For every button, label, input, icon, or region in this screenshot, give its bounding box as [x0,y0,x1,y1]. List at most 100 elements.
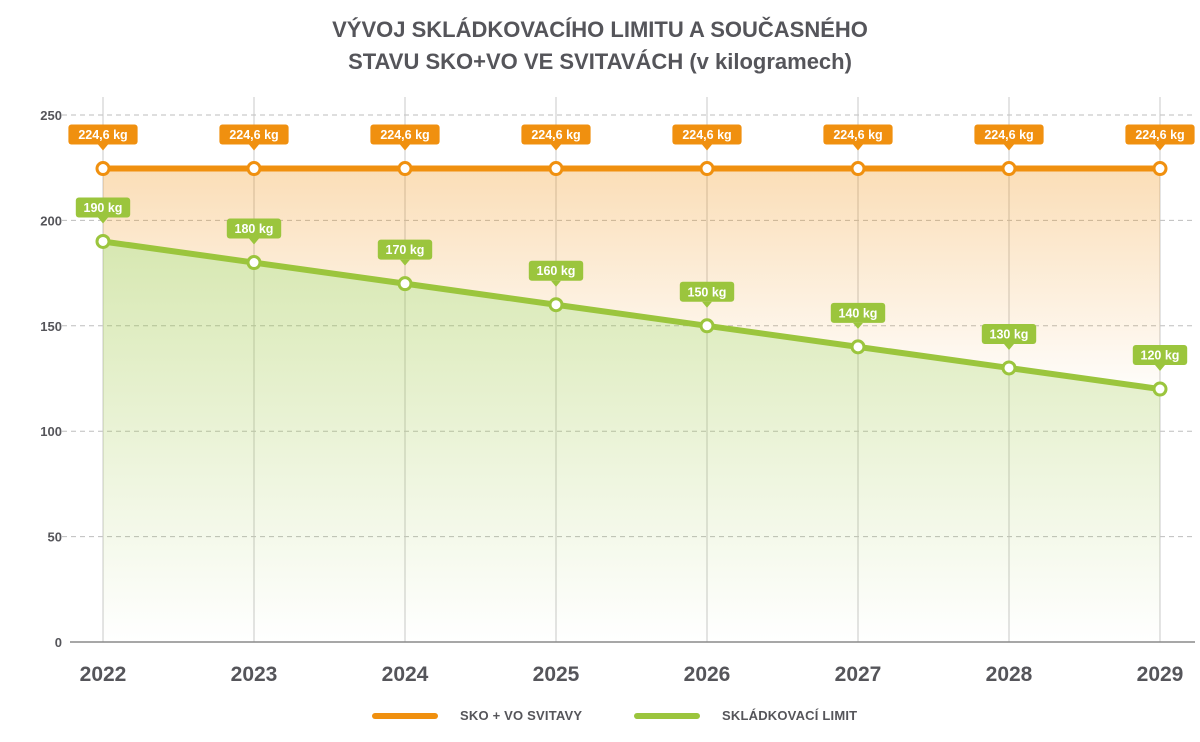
x-tick-label: 2026 [684,663,731,686]
x-tick-label: 2027 [835,663,882,686]
data-label-text: 224,6 kg [1135,128,1184,142]
legend-swatch-green [634,712,700,719]
data-label-pointer [1004,144,1014,151]
data-point-sko-vo [397,161,413,177]
data-label-bg [1125,124,1195,145]
data-label-pointer [98,217,108,224]
data-label-bg [75,197,131,218]
legend-item-sko-vo: SKO + VO SVITAVY [372,708,582,723]
data-label-limit: 180 kg [226,218,282,245]
data-label-sko-vo: 224,6 kg [370,124,440,151]
data-point-limit [1152,381,1168,397]
chart-title: VÝVOJ SKLÁDKOVACÍHO LIMITU A SOUČASNÉHO … [0,14,1200,78]
data-point-sko-vo [548,161,564,177]
area-fills [103,168,1160,643]
data-label-bg [370,124,440,145]
x-tick-label: 2024 [382,663,429,686]
data-label-sko-vo: 224,6 kg [1125,124,1195,151]
data-label-limit: 150 kg [679,281,735,308]
data-label-bg [528,260,584,281]
y-tick-label: 100 [40,424,62,439]
x-tick-label: 2029 [1137,663,1184,686]
data-point-sko-vo [246,161,262,177]
data-label-pointer [1004,343,1014,350]
data-label-sko-vo: 224,6 kg [974,124,1044,151]
y-tick-label: 0 [55,635,62,650]
data-label-limit: 130 kg [981,323,1037,350]
data-label-bg [226,218,282,239]
data-label-text: 150 kg [688,285,727,299]
legend-item-limit: SKLÁDKOVACÍ LIMIT [634,708,857,723]
data-label-limit: 120 kg [1132,345,1188,372]
data-label-text: 170 kg [386,243,425,257]
data-point-limit [95,233,111,249]
legend: SKO + VO SVITAVY SKLÁDKOVACÍ LIMIT [0,708,1200,732]
data-point-sko-vo [1152,161,1168,177]
data-label-pointer [702,144,712,151]
data-point-sko-vo [699,161,715,177]
data-points [95,161,1168,397]
data-label-limit: 170 kg [377,239,433,266]
data-point-limit [850,339,866,355]
x-tick-label: 2025 [533,663,580,686]
data-label-bg [219,124,289,145]
data-label-bg [377,239,433,260]
data-label-text: 224,6 kg [531,128,580,142]
data-label-pointer [98,144,108,151]
data-label-text: 190 kg [84,201,123,215]
y-tick-label: 200 [40,213,62,228]
data-label-text: 224,6 kg [229,128,278,142]
data-point-limit [699,318,715,334]
line-chart: 224,6 kg 224,6 kg 224,6 kg 224,6 kg 224,6 kg… [40,97,1195,686]
data-label-bg [672,124,742,145]
data-label-sko-vo: 224,6 kg [521,124,591,151]
data-point-sko-vo [850,161,866,177]
data-label-text: 130 kg [990,327,1029,341]
data-labels: 224,6 kg 224,6 kg 224,6 kg 224,6 kg 224,6 kg… [68,124,1195,372]
legend-swatch-orange [372,712,438,719]
y-tick-label: 150 [40,319,62,334]
data-label-pointer [400,259,410,266]
data-label-bg [679,281,735,302]
data-label-bg [974,124,1044,145]
data-label-text: 180 kg [235,222,274,236]
data-label-text: 224,6 kg [380,128,429,142]
data-label-bg [68,124,138,145]
data-label-text: 224,6 kg [833,128,882,142]
data-point-limit [246,255,262,271]
data-label-sko-vo: 224,6 kg [219,124,289,151]
data-label-text: 224,6 kg [984,128,1033,142]
data-label-limit: 140 kg [830,302,886,329]
x-tick-label: 2028 [986,663,1033,686]
area-fill-limit [103,241,1160,643]
series-lines [100,165,1163,393]
data-label-pointer [853,322,863,329]
y-tick-label: 50 [48,530,62,545]
data-label-text: 120 kg [1141,349,1180,363]
data-label-pointer [1155,365,1165,372]
data-label-sko-vo: 224,6 kg [672,124,742,151]
x-tick-label: 2022 [80,663,127,686]
data-label-bg [830,302,886,323]
legend-label-sko-vo: SKO + VO SVITAVY [460,708,583,723]
data-point-limit [1001,360,1017,376]
data-label-pointer [551,280,561,287]
data-point-sko-vo [95,161,111,177]
data-label-bg [521,124,591,145]
data-point-limit [548,297,564,313]
data-label-pointer [400,144,410,151]
data-label-pointer [853,144,863,151]
legend-label-limit: SKLÁDKOVACÍ LIMIT [722,708,858,723]
chart-title-line-2: STAVU SKO+VO VE SVITAVÁCH (v kilogramech… [348,49,852,74]
data-point-sko-vo [1001,161,1017,177]
axes: 0 50 100 150 200 250 2022 2023 2024 2025 2026 2027 2… [40,108,1195,686]
chart-title-line-1: VÝVOJ SKLÁDKOVACÍHO LIMITU A SOUČASNÉHO [332,17,868,42]
data-label-limit: 160 kg [528,260,584,287]
data-label-pointer [249,238,259,245]
area-fill-sko-vo [103,168,1160,390]
data-label-limit: 190 kg [75,197,131,224]
data-point-limit [397,276,413,292]
data-label-bg [1132,345,1188,366]
data-label-bg [981,323,1037,344]
data-label-pointer [702,301,712,308]
